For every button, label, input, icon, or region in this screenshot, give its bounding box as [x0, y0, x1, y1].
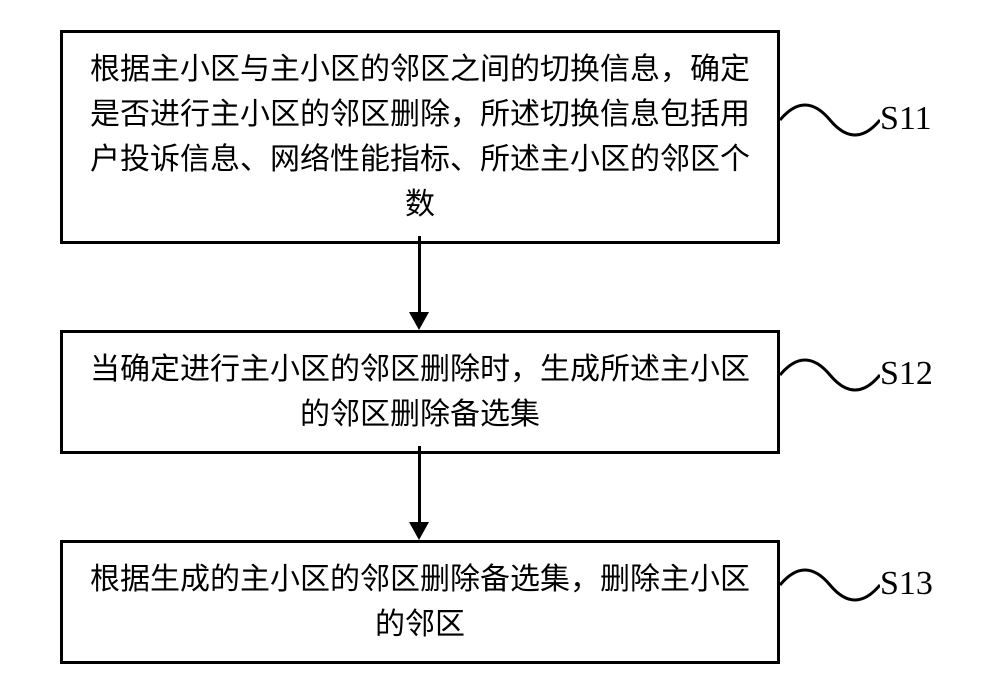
step-label-s11: S11 — [880, 100, 932, 138]
arrow-s12-s13 — [418, 446, 421, 524]
step-label-s12: S12 — [880, 355, 933, 393]
flowchart-box-s12: 当确定进行主小区的邻区删除时，生成所述主小区的邻区删除备选集 — [60, 330, 780, 454]
flowchart-box-s13: 根据生成的主小区的邻区删除备选集，删除主小区的邻区 — [60, 540, 780, 664]
arrowhead-s12-s13 — [409, 522, 429, 540]
box-text: 当确定进行主小区的邻区删除时，生成所述主小区的邻区删除备选集 — [90, 353, 750, 431]
label-curve-s13 — [780, 555, 880, 615]
label-curve-s12 — [780, 345, 880, 405]
label-text: S13 — [880, 565, 933, 602]
flowchart-box-s11: 根据主小区与主小区的邻区之间的切换信息，确定是否进行主小区的邻区删除，所述切换信… — [60, 30, 780, 244]
box-text: 根据主小区与主小区的邻区之间的切换信息，确定是否进行主小区的邻区删除，所述切换信… — [90, 53, 750, 221]
step-label-s13: S13 — [880, 565, 933, 603]
arrowhead-s11-s12 — [409, 312, 429, 330]
label-text: S12 — [880, 355, 933, 392]
box-text: 根据生成的主小区的邻区删除备选集，删除主小区的邻区 — [90, 563, 750, 641]
label-curve-s11 — [780, 90, 880, 150]
label-text: S11 — [880, 100, 932, 137]
arrow-s11-s12 — [418, 236, 421, 314]
